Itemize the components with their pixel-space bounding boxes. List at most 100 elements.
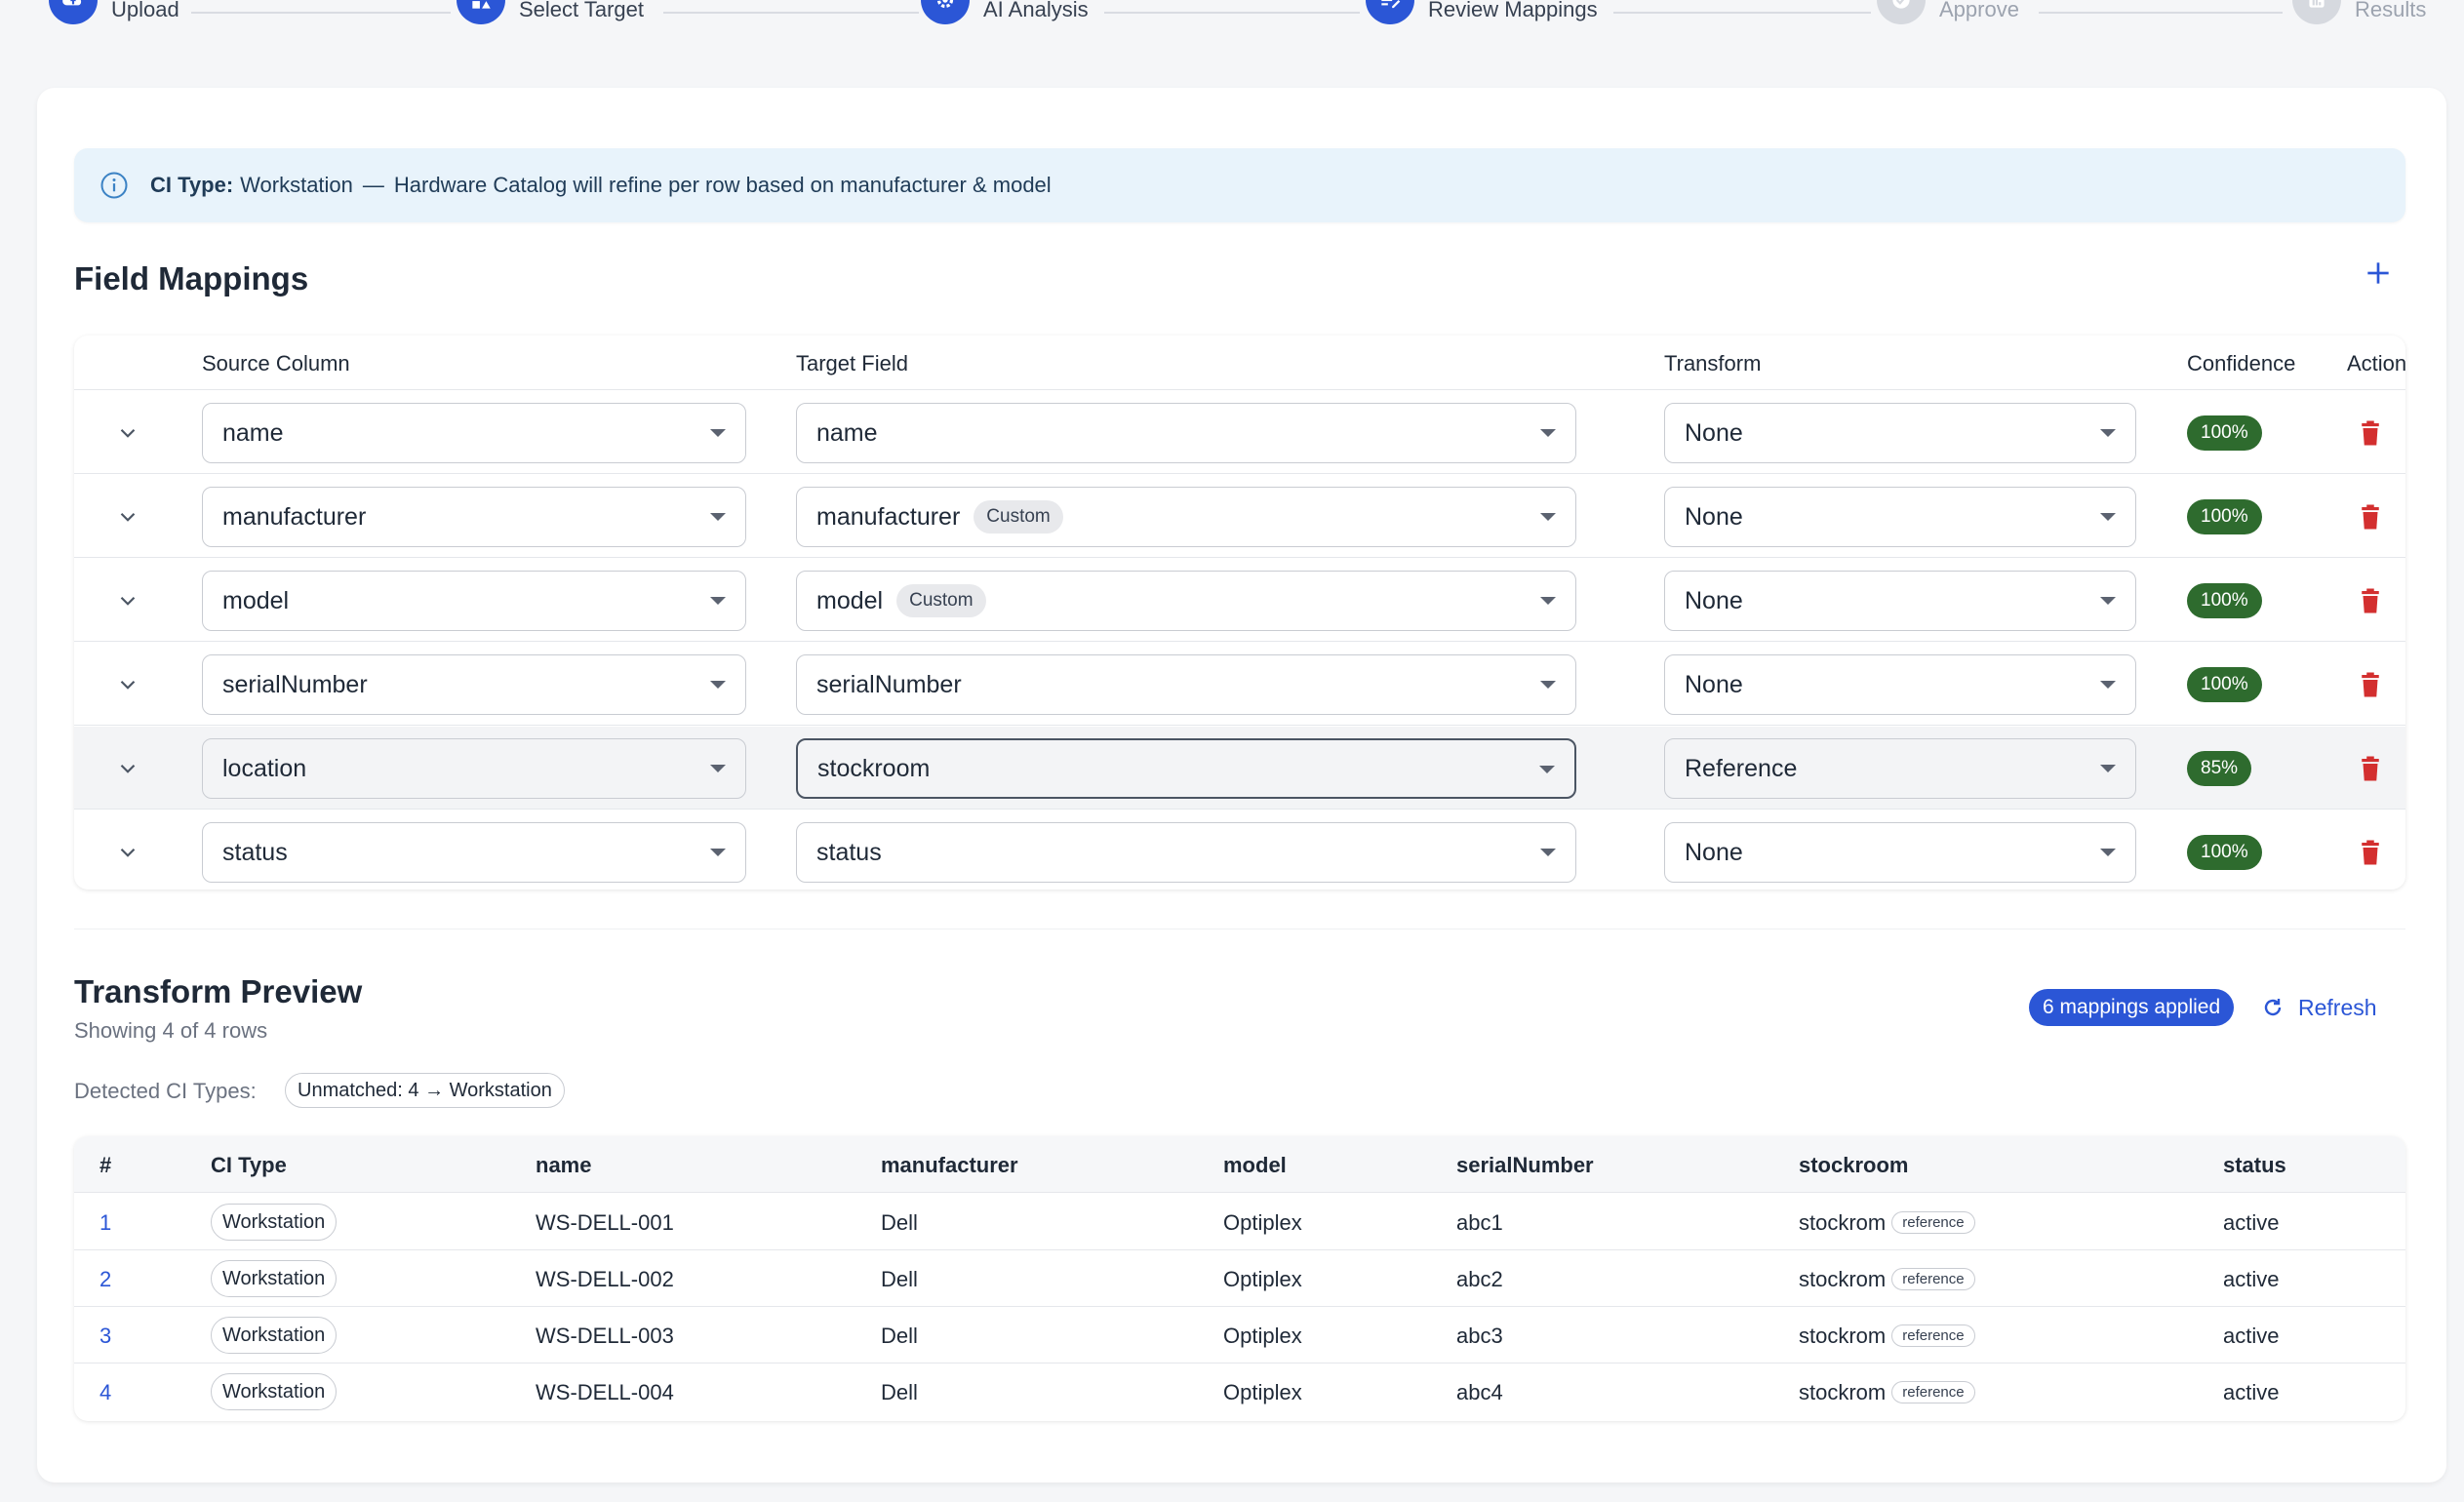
step-approve[interactable]: Approve bbox=[1877, 0, 2019, 24]
select-value: name bbox=[222, 418, 284, 447]
target-field-select[interactable]: name bbox=[796, 403, 1576, 463]
chevron-down-icon bbox=[120, 428, 136, 438]
trash-icon bbox=[2362, 672, 2379, 697]
transform-preview-table: # CI Type name manufacturer model serial… bbox=[74, 1136, 2405, 1421]
review-mappings-card: CI Type: Workstation — Hardware Catalog … bbox=[37, 88, 2446, 1482]
delete-mapping-button[interactable] bbox=[2355, 836, 2386, 869]
trash-icon bbox=[2362, 504, 2379, 530]
caret-down-icon bbox=[2100, 513, 2116, 521]
target-field-select[interactable]: status bbox=[796, 822, 1576, 883]
source-column-select[interactable]: location bbox=[202, 738, 746, 799]
chevron-down-icon bbox=[120, 596, 136, 606]
column-header-manufacturer: manufacturer bbox=[881, 1153, 1018, 1177]
cell-manufacturer: Dell bbox=[881, 1210, 918, 1235]
transform-select[interactable]: None bbox=[1664, 571, 2136, 631]
step-label: Approve bbox=[1939, 0, 2019, 21]
caret-down-icon bbox=[1540, 429, 1556, 437]
caret-down-icon bbox=[1540, 597, 1556, 605]
cell-manufacturer: Dell bbox=[881, 1324, 918, 1348]
custom-field-chip: Custom bbox=[896, 584, 986, 617]
custom-field-chip: Custom bbox=[974, 500, 1063, 534]
select-value: model bbox=[816, 586, 884, 614]
delete-mapping-button[interactable] bbox=[2355, 584, 2386, 617]
caret-down-icon bbox=[710, 849, 726, 856]
ci-type-chip: Workstation bbox=[211, 1204, 338, 1241]
step-ai-analysis[interactable]: AI Analysis bbox=[921, 0, 1089, 24]
target-field-select[interactable]: model Custom bbox=[796, 571, 1576, 631]
step-results[interactable]: Results bbox=[2292, 0, 2426, 24]
chevron-down-icon bbox=[120, 848, 136, 857]
select-value: None bbox=[1685, 418, 1743, 447]
column-header-source: Source Column bbox=[202, 351, 350, 376]
bar-chart-icon bbox=[2292, 0, 2341, 24]
step-upload[interactable]: Upload bbox=[49, 0, 179, 24]
column-header-name: name bbox=[536, 1153, 592, 1177]
step-review-mappings[interactable]: Review Mappings bbox=[1366, 0, 1598, 24]
target-field-select[interactable]: manufacturer Custom bbox=[796, 487, 1576, 547]
transform-select[interactable]: Reference bbox=[1664, 738, 2136, 799]
cell-stockroom: stockrom reference bbox=[1799, 1380, 1975, 1406]
step-label: AI Analysis bbox=[983, 0, 1089, 21]
stockroom-value: stockrom bbox=[1799, 1267, 1887, 1291]
cell-status: active bbox=[2223, 1210, 2280, 1235]
gear-icon bbox=[921, 0, 970, 24]
caret-down-icon bbox=[2100, 681, 2116, 689]
caret-down-icon bbox=[2100, 429, 2116, 437]
expand-row-button[interactable] bbox=[113, 502, 142, 532]
select-value: serialNumber bbox=[222, 670, 368, 698]
column-header-confidence: Confidence bbox=[2187, 351, 2296, 376]
delete-mapping-button[interactable] bbox=[2355, 500, 2386, 534]
stockroom-value: stockrom bbox=[1799, 1380, 1887, 1404]
reference-chip: reference bbox=[1891, 1211, 1975, 1234]
expand-row-button[interactable] bbox=[113, 838, 142, 867]
refresh-preview-button[interactable]: Refresh bbox=[2261, 989, 2377, 1026]
caret-down-icon bbox=[710, 429, 726, 437]
column-header-serial-number: serialNumber bbox=[1456, 1153, 1594, 1177]
step-connector bbox=[2039, 12, 2283, 14]
target-field-select[interactable]: stockroom bbox=[796, 738, 1576, 799]
source-column-select[interactable]: serialNumber bbox=[202, 654, 746, 715]
progress-stepper: Upload Select Target AI Analysis Review … bbox=[0, 0, 2464, 59]
delete-mapping-button[interactable] bbox=[2355, 752, 2386, 785]
transform-select[interactable]: None bbox=[1664, 822, 2136, 883]
reference-chip: reference bbox=[1891, 1324, 1975, 1347]
step-select-target[interactable]: Select Target bbox=[457, 0, 645, 24]
step-label: Review Mappings bbox=[1428, 0, 1598, 21]
expand-row-button[interactable] bbox=[113, 418, 142, 448]
banner-message: Hardware Catalog will refine per row bas… bbox=[393, 173, 1052, 197]
caret-down-icon bbox=[2100, 597, 2116, 605]
transform-select[interactable]: None bbox=[1664, 654, 2136, 715]
select-value: status bbox=[222, 838, 288, 866]
transform-select[interactable]: None bbox=[1664, 487, 2136, 547]
edit-list-icon bbox=[1366, 0, 1414, 24]
table-row: 4 Workstation WS-DELL-004 Dell Optiplex … bbox=[74, 1364, 2405, 1420]
step-connector bbox=[663, 12, 919, 14]
expand-row-button[interactable] bbox=[113, 670, 142, 699]
ci-type-chip: Workstation bbox=[211, 1373, 338, 1410]
cell-status: active bbox=[2223, 1324, 2280, 1348]
expand-row-button[interactable] bbox=[113, 586, 142, 615]
reference-chip: reference bbox=[1891, 1268, 1975, 1290]
step-label: Select Target bbox=[519, 0, 645, 21]
transform-select[interactable]: None bbox=[1664, 403, 2136, 463]
expand-row-button[interactable] bbox=[113, 754, 142, 783]
source-column-select[interactable]: model bbox=[202, 571, 746, 631]
cell-stockroom: stockrom reference bbox=[1799, 1267, 1975, 1293]
add-mapping-button[interactable] bbox=[2359, 254, 2398, 293]
select-value: None bbox=[1685, 670, 1743, 698]
target-field-select[interactable]: serialNumber bbox=[796, 654, 1576, 715]
cell-name: WS-DELL-004 bbox=[536, 1380, 674, 1404]
source-column-select[interactable]: name bbox=[202, 403, 746, 463]
row-index: 4 bbox=[99, 1380, 112, 1404]
select-value: stockroom bbox=[817, 754, 931, 782]
transform-preview-title: Transform Preview bbox=[74, 973, 363, 1009]
delete-mapping-button[interactable] bbox=[2355, 416, 2386, 450]
source-column-select[interactable]: manufacturer bbox=[202, 487, 746, 547]
select-value: manufacturer bbox=[222, 502, 367, 531]
cell-serial-number: abc1 bbox=[1456, 1210, 1503, 1235]
trash-icon bbox=[2362, 756, 2379, 781]
delete-mapping-button[interactable] bbox=[2355, 668, 2386, 701]
source-column-select[interactable]: status bbox=[202, 822, 746, 883]
column-header-stockroom: stockroom bbox=[1799, 1153, 1909, 1177]
field-mappings-table: Source Column Target Field Transform Con… bbox=[74, 336, 2405, 889]
